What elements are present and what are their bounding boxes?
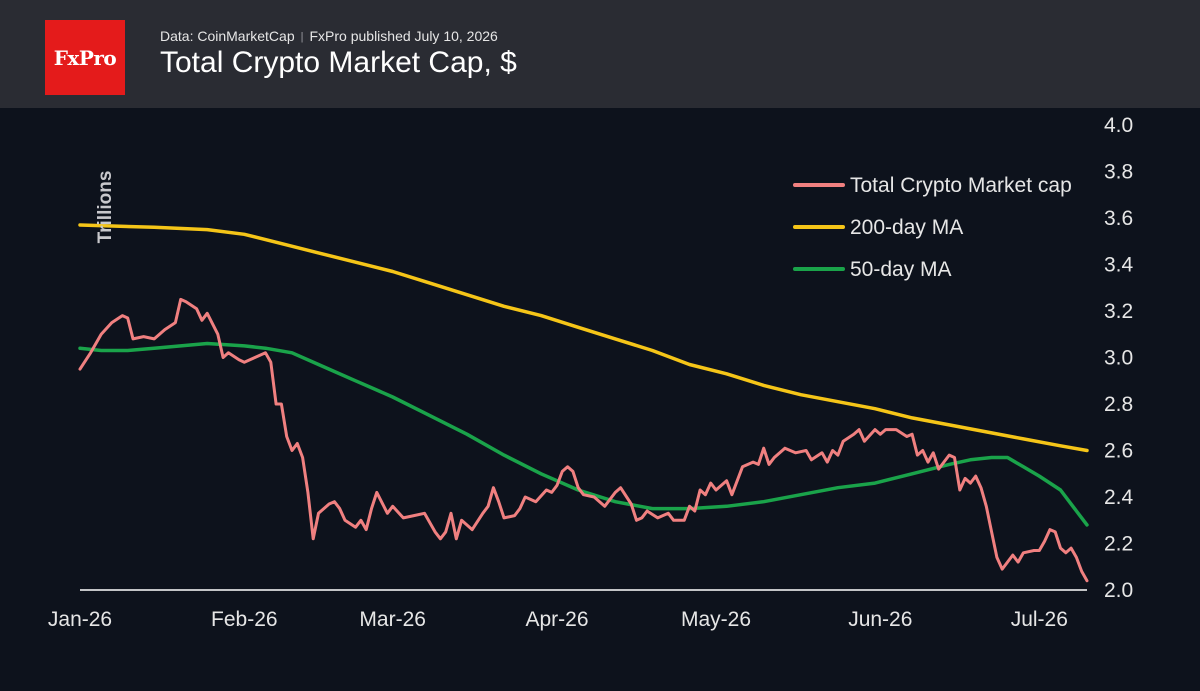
series-line-total-crypto-market-cap bbox=[78, 297, 1089, 583]
y-tick-label: 3.4 bbox=[1104, 254, 1134, 277]
source-line: Data: CoinMarketCap | FxPro published July… bbox=[160, 28, 498, 44]
line-chart: Jan-26 Feb-26 Mar-26 Apr-26 May-26 Jun-26 Jul-… bbox=[48, 114, 1134, 631]
data-source: Data: CoinMarketCap bbox=[160, 28, 295, 44]
chart-area: Jan-26 Feb-26 Mar-26 Apr-26 May-26 Jun-26 Jul-… bbox=[0, 108, 1200, 686]
x-tick-label: Jan-26 bbox=[48, 608, 112, 631]
chart-title: Total Crypto Market Cap, $ bbox=[160, 46, 517, 79]
logo-text: FxPro bbox=[53, 45, 117, 70]
x-axis: Jan-26 Feb-26 Mar-26 Apr-26 May-26 Jun-26 Jul-… bbox=[48, 608, 1068, 631]
x-tick-label: Jun-26 bbox=[848, 608, 912, 631]
y-tick-label: 3.8 bbox=[1104, 161, 1133, 184]
separator: | bbox=[300, 31, 304, 43]
y-tick-label: 2.2 bbox=[1104, 533, 1133, 556]
fxpro-logo: FxPro bbox=[45, 20, 125, 95]
legend-label-50-day-ma: 50-day MA bbox=[850, 258, 952, 281]
y-tick-label: 3.2 bbox=[1104, 300, 1133, 323]
x-tick-label: May-26 bbox=[681, 608, 751, 631]
x-tick-label: Apr-26 bbox=[525, 608, 588, 631]
y-tick-label: 2.6 bbox=[1104, 440, 1133, 463]
series-layer bbox=[78, 223, 1089, 583]
series-line-50-day-ma bbox=[78, 341, 1089, 527]
y-axis-label: Trillions bbox=[95, 171, 116, 244]
y-tick-label: 3.0 bbox=[1104, 347, 1133, 370]
x-tick-label: Feb-26 bbox=[211, 608, 278, 631]
legend: Total Crypto Market cap 200-day MA 50-day … bbox=[793, 174, 1072, 281]
x-tick-label: Mar-26 bbox=[359, 608, 426, 631]
published-note: FxPro published July 10, 2026 bbox=[309, 28, 498, 44]
legend-label-total-crypto-market-cap: Total Crypto Market cap bbox=[850, 174, 1072, 197]
y-tick-label: 2.4 bbox=[1104, 486, 1134, 509]
chart-header: FxPro Data: CoinMarketCap | FxPro publishe… bbox=[0, 0, 1200, 108]
y-tick-label: 2.8 bbox=[1104, 393, 1133, 416]
x-tick-label: Jul-26 bbox=[1011, 608, 1068, 631]
series-line-200-day-ma bbox=[78, 223, 1089, 453]
y-tick-label: 2.0 bbox=[1104, 579, 1133, 602]
y-tick-label: 4.0 bbox=[1104, 114, 1133, 137]
y-axis: 2.0 2.2 2.4 2.6 2.8 3.0 3.2 3.4 3.6 3.8 4.0 bbox=[1104, 114, 1134, 602]
legend-label-200-day-ma: 200-day MA bbox=[850, 216, 963, 239]
y-tick-label: 3.6 bbox=[1104, 207, 1133, 230]
